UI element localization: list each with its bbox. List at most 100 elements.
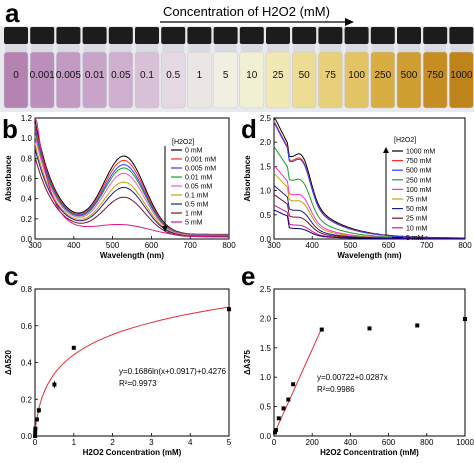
data-point [272, 430, 277, 435]
legend-title: [H2O2] [172, 139, 194, 146]
vial: 10 [239, 27, 265, 109]
spectrum-line [273, 164, 465, 239]
fit-r2: R²=0.9986 [317, 385, 355, 394]
legend-label: 1000 mM [406, 149, 435, 156]
vial-liquid [344, 51, 369, 109]
vial: 0.1 [134, 27, 160, 109]
x-tick-label: 300 [267, 241, 281, 250]
vial-neck [267, 44, 289, 52]
vial-cap [370, 27, 395, 44]
vial-label: 0.1 [140, 70, 154, 81]
vial-row: 0 0.001 0.005 0.01 0.05 0.1 0.5 1 5 10 25 50 75 100 25… [3, 27, 474, 109]
panel-letter-d: d [241, 114, 257, 144]
plot-frame [273, 117, 466, 240]
vial-cap [449, 27, 474, 44]
vial: 750 [422, 27, 448, 109]
x-tick-label: 4 [188, 438, 193, 447]
panel-letter-c: c [4, 261, 18, 291]
vial: 1000 [449, 27, 474, 109]
spectrum-line [273, 194, 465, 239]
spectrum-line [273, 122, 465, 239]
legend-label: 100 mM [406, 187, 431, 194]
legend-arrow-head [383, 147, 389, 153]
data-point [33, 434, 38, 438]
y-tick-label: 1.0 [260, 187, 272, 196]
data-point [276, 416, 281, 421]
y-tick-label: 0.6 [21, 322, 33, 331]
y-tick-label: 1.5 [260, 344, 272, 353]
y-axis-label: ΔA520 [4, 350, 13, 375]
legend-label: 5 mM [185, 220, 203, 227]
fit-equation: y=0.1686ln(x+0.0917)+0.4276 [119, 367, 227, 376]
data-point [227, 307, 231, 312]
legend-label: 0 mM [185, 148, 203, 155]
legend-label: 0.5 mM [185, 202, 209, 209]
legend-label: 0.005 mM [185, 166, 216, 173]
vial-cap [187, 27, 212, 44]
plot-e: 0 200 400 600 800 1000 0.0 0.5 1.0 1.5 2.0 2.5 H2O2 … [243, 285, 474, 457]
data-point [273, 428, 278, 433]
vial-neck [450, 44, 473, 52]
vial: 0.01 [82, 27, 107, 109]
y-tick-label: 0.2 [21, 215, 33, 224]
x-tick-label: 500 [106, 241, 120, 250]
data-point [367, 326, 372, 331]
vial-cap [56, 27, 81, 44]
vial: 0 [3, 27, 29, 109]
legend-arrow-head [162, 226, 168, 232]
spectrum-line [273, 117, 465, 239]
vial-liquid [134, 51, 160, 109]
vial-neck [83, 44, 106, 52]
data-point [34, 417, 39, 422]
vial-label: 75 [325, 70, 337, 81]
fit-line [273, 327, 323, 435]
vial-neck [5, 44, 27, 52]
plot-b: 300 400 500 600 700 800 0.0 0.2 0.4 0.6 0.8 1.0 1.2 W… [4, 114, 236, 260]
panel-b: b 300 400 500 600 700 800 0.0 0.2 0.4 0.6 0.8 1.0 1.… [2, 114, 236, 260]
vial-neck [214, 44, 237, 52]
concentration-title: Concentration of H2O2 (mM) [163, 4, 330, 19]
vial-liquid [265, 51, 291, 109]
y-axis-label: Absorbance [243, 155, 252, 202]
vial-cap [397, 27, 421, 44]
vial-neck [188, 44, 211, 52]
legend-label: 750 mM [406, 158, 431, 165]
data-point [33, 430, 38, 435]
vial-liquid [29, 51, 55, 109]
vial: 250 [370, 27, 396, 109]
vial-liquid [370, 51, 396, 109]
y-tick-label: 0.0 [260, 432, 272, 441]
legend-label: 0.05 mM [185, 184, 212, 191]
vial: 75 [318, 27, 343, 109]
legend-label: 250 mM [406, 177, 431, 184]
spectrum-line [273, 209, 465, 239]
vial: 0.001 [29, 27, 55, 109]
vial-liquid [160, 51, 186, 109]
vial-cap [30, 27, 55, 44]
vial-cap [82, 27, 107, 44]
vial-label: 0.001 [30, 70, 55, 81]
legend-label: 0.001 mM [185, 157, 216, 164]
data-point [463, 316, 467, 321]
panel-c: c 0 1 2 3 4 5 0.0 0.2 0.4 0.6 0.8 H2O2 Concentratio… [4, 261, 232, 457]
y-tick-label: 0.6 [21, 175, 33, 184]
y-tick-label: 0.0 [21, 235, 33, 244]
y-axis-label: Absorbance [4, 155, 13, 202]
vial-liquid [449, 51, 474, 109]
y-axis-label: ΔA375 [243, 350, 252, 375]
x-tick-label: 2 [110, 438, 115, 447]
data-point [319, 327, 324, 332]
vial-label: 0.05 [111, 70, 131, 81]
vial-label: 750 [427, 70, 444, 81]
y-tick-label: 2.5 [260, 114, 272, 123]
y-tick-label: 2.5 [260, 285, 272, 294]
y-tick-label: 0.5 [260, 403, 272, 412]
y-tick-label: 0.4 [21, 195, 33, 204]
y-tick-label: 2.0 [260, 314, 272, 323]
vial-liquid [108, 51, 134, 109]
vial: 0.5 [160, 27, 186, 109]
x-tick-label: 700 [420, 241, 434, 250]
y-tick-label: 0.0 [21, 432, 33, 441]
vial-liquid [3, 51, 29, 109]
